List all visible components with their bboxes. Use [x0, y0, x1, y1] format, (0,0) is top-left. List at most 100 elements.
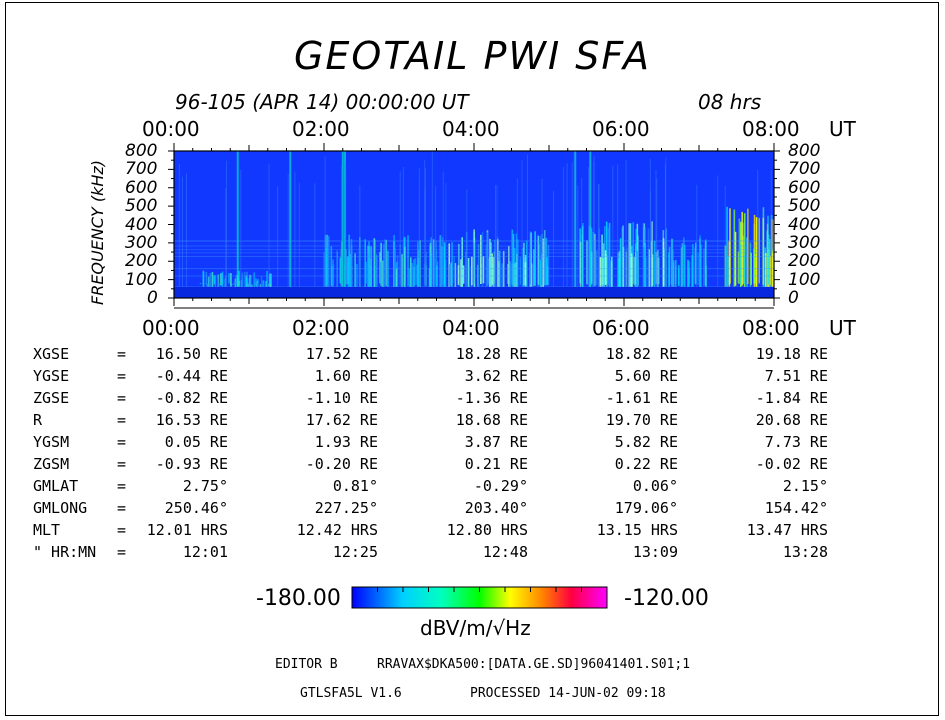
- orbit-value: 17.52 RE: [305, 345, 378, 363]
- orbit-value: 1.60 RE: [314, 367, 378, 385]
- orbit-value: 13.47 HRS: [746, 521, 828, 539]
- orbit-row-equals: =: [117, 411, 127, 429]
- orbit-row-label: GMLONG: [33, 499, 88, 517]
- footer-path: RRAVAX$DKA500:[DATA.GE.SD]96041401.S01;1: [377, 657, 691, 672]
- y-tick-label-right: 100: [788, 269, 821, 290]
- orbit-value: 5.60 RE: [614, 367, 678, 385]
- orbit-row-label: YGSE: [33, 367, 70, 385]
- orbit-row-label: GMLAT: [33, 477, 79, 495]
- orbit-value: -1.84 RE: [755, 389, 828, 407]
- orbit-row-equals: =: [117, 499, 127, 517]
- y-tick-label-right: 500: [788, 196, 821, 217]
- y-tick-label: 200: [125, 251, 158, 272]
- colorbar-min: -180.00: [256, 586, 341, 611]
- orbit-value: 17.62 RE: [305, 411, 378, 429]
- orbit-value: 7.73 RE: [764, 433, 828, 451]
- y-tick-label: 700: [125, 159, 158, 180]
- y-tick-label: 600: [125, 177, 158, 198]
- axes-group: [168, 143, 780, 309]
- x-tick-label-top: 06:00: [592, 117, 650, 141]
- orbit-value: 5.82 RE: [614, 433, 678, 451]
- y-tick-label: 300: [125, 232, 158, 253]
- footer-processed: PROCESSED 14-JUN-02 09:18: [470, 686, 666, 701]
- y-tick-label-right: 600: [788, 177, 821, 198]
- y-tick-label-right: 700: [788, 159, 821, 180]
- x-tick-label-bottom: 04:00: [442, 316, 500, 340]
- orbit-value: 154.42°: [764, 499, 828, 517]
- orbit-value: 1.93 RE: [314, 433, 378, 451]
- orbit-row-equals: =: [117, 521, 127, 539]
- orbit-value: -0.02 RE: [755, 455, 828, 473]
- orbit-value: 13:09: [632, 543, 678, 561]
- orbit-row-label: R: [33, 411, 43, 429]
- orbit-value: 250.46°: [164, 499, 228, 517]
- orbit-row-label: " HR:MN: [33, 543, 97, 561]
- x-tick-label-top: 02:00: [292, 117, 350, 141]
- orbit-value: -0.20 RE: [305, 455, 378, 473]
- orbit-value: 12.42 HRS: [296, 521, 378, 539]
- orbit-value: 2.75°: [182, 477, 228, 495]
- x-tick-label-bottom: 02:00: [292, 316, 350, 340]
- y-tick-label: 500: [125, 196, 158, 217]
- x-tick-label-top: 00:00: [142, 117, 200, 141]
- x-tick-label-top: 04:00: [442, 117, 500, 141]
- footer-program: GTLSFA5L V1.6: [300, 686, 402, 701]
- x-tick-label-bottom: 08:00: [742, 316, 800, 340]
- orbit-value: 12.01 HRS: [146, 521, 228, 539]
- orbit-value: 19.18 RE: [755, 345, 828, 363]
- orbit-value: 18.68 RE: [455, 411, 528, 429]
- y-tick-label-right: 200: [788, 251, 821, 272]
- orbit-row-label: ZGSE: [33, 389, 70, 407]
- colorbar-ticks: [377, 587, 582, 592]
- colorbar-max: -120.00: [624, 586, 709, 611]
- orbit-value: -0.93 RE: [155, 455, 228, 473]
- orbit-value: 12.80 HRS: [446, 521, 528, 539]
- x-tick-label-bottom: 00:00: [142, 316, 200, 340]
- orbit-value: 16.53 RE: [155, 411, 228, 429]
- y-tick-label-right: 800: [788, 141, 821, 161]
- orbit-value: 0.21 RE: [464, 455, 528, 473]
- orbit-value: 0.05 RE: [164, 433, 228, 451]
- orbit-value: -1.36 RE: [455, 389, 528, 407]
- orbit-value: 227.25°: [314, 499, 378, 517]
- orbit-row-label: XGSE: [33, 345, 70, 363]
- orbit-row-equals: =: [117, 477, 127, 495]
- orbit-value: 12:25: [332, 543, 378, 561]
- orbit-value: 19.70 RE: [605, 411, 678, 429]
- orbit-value: 12:01: [182, 543, 228, 561]
- orbit-row-label: YGSM: [33, 433, 70, 451]
- y-tick-label: 100: [125, 269, 158, 290]
- orbit-value: -1.10 RE: [305, 389, 378, 407]
- y-tick-label-right: 300: [788, 232, 821, 253]
- orbit-value: 0.81°: [332, 477, 378, 495]
- y-tick-label: 400: [125, 214, 158, 235]
- footer-editor: EDITOR B: [275, 657, 338, 672]
- orbit-value: -1.61 RE: [605, 389, 678, 407]
- orbit-value: 13:28: [782, 543, 828, 561]
- orbit-row-label: ZGSM: [33, 455, 70, 473]
- orbit-row-equals: =: [117, 389, 127, 407]
- chart-title: GEOTAIL PWI SFA: [293, 34, 652, 78]
- orbit-row-equals: =: [117, 367, 127, 385]
- y-tick-label-right: 0: [788, 288, 799, 308]
- orbit-value: 3.87 RE: [464, 433, 528, 451]
- orbit-value: -0.29°: [473, 477, 528, 495]
- orbit-row-equals: =: [117, 543, 127, 561]
- colorbar-unit: dBV/m/√Hz: [420, 616, 531, 640]
- orbit-value: 12:48: [482, 543, 528, 561]
- y-tick-label: 0: [147, 288, 158, 308]
- orbit-value: 2.15°: [782, 477, 828, 495]
- y-tick-label: 800: [125, 141, 158, 161]
- orbit-row-equals: =: [117, 345, 127, 363]
- orbit-row-label: MLT: [33, 521, 61, 539]
- orbit-value: -0.82 RE: [155, 389, 228, 407]
- orbit-value: 16.50 RE: [155, 345, 228, 363]
- orbit-value: 20.68 RE: [755, 411, 828, 429]
- x-axis-unit-top: UT: [829, 117, 856, 141]
- orbit-value: 0.06°: [632, 477, 678, 495]
- x-tick-label-top: 08:00: [742, 117, 800, 141]
- spectrogram-texture: [174, 151, 774, 298]
- chart-subtitle-duration: 08 hrs: [698, 90, 762, 114]
- orbit-value: 13.15 HRS: [596, 521, 678, 539]
